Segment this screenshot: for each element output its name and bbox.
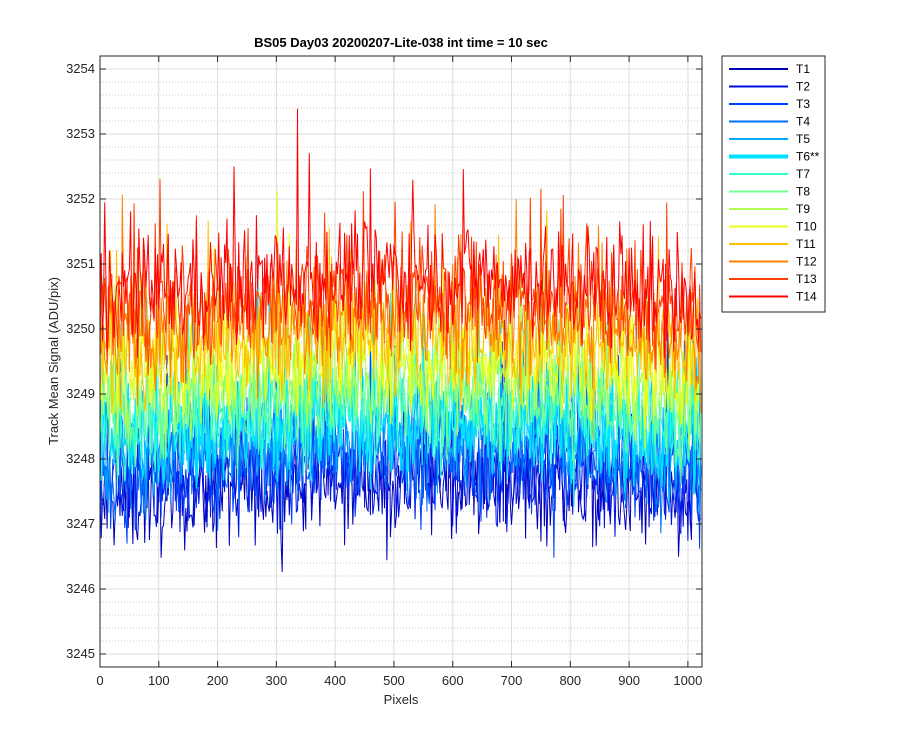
series-line-T6 (99, 257, 702, 495)
legend-label: T10 (796, 220, 817, 234)
x-tick-label: 800 (559, 673, 581, 688)
y-tick-label: 3249 (66, 386, 95, 401)
y-tick-label: 3254 (66, 61, 95, 76)
legend-label: T1 (796, 62, 810, 76)
series-layer (99, 108, 702, 573)
x-tick-label: 700 (501, 673, 523, 688)
chart-title: BS05 Day03 20200207-Lite-038 int time = … (254, 35, 548, 50)
legend-box (721, 55, 826, 313)
plot-frame (99, 55, 703, 668)
legend-label: T6** (796, 150, 820, 164)
series-line-T14 (99, 108, 702, 359)
legend-label: T7 (796, 167, 810, 181)
legend: T1 T2 T3 T4 T5 T6** T7 T8 T9 T10 T11 T12 T13 T14 (721, 55, 826, 313)
y-tick-label: 3245 (66, 646, 95, 661)
y-axis-label: Track Mean Signal (ADU/pix) (46, 277, 61, 445)
x-tick-label: 300 (266, 673, 288, 688)
legend-label: T4 (796, 115, 810, 129)
y-tick-label: 3251 (66, 256, 95, 271)
x-tick-label: 200 (207, 673, 229, 688)
legend-label: T14 (796, 290, 817, 304)
legend-label: T11 (796, 237, 816, 251)
y-tick-label: 3247 (66, 516, 95, 531)
y-tick-label: 3250 (66, 321, 95, 336)
legend-label: T9 (796, 202, 810, 216)
x-tick-label: 600 (442, 673, 464, 688)
x-tick-label: 900 (618, 673, 640, 688)
y-tick-label: 3252 (66, 191, 95, 206)
y-tick-label: 3246 (66, 581, 95, 596)
x-axis-label: Pixels (384, 692, 419, 707)
legend-label: T13 (796, 272, 817, 286)
legend-label: T8 (796, 185, 810, 199)
legend-label: T5 (796, 132, 810, 146)
legend-label: T2 (796, 80, 810, 94)
legend-label: T12 (796, 255, 817, 269)
x-tick-label: 0 (96, 673, 103, 688)
x-tick-label: 500 (383, 673, 405, 688)
y-tick-label: 3248 (66, 451, 95, 466)
x-tick-label: 1000 (673, 673, 702, 688)
ticks: 0 100 200 300 400 500 600 700 800 900 1000 3245 3246… (66, 56, 702, 688)
x-tick-label: 400 (324, 673, 346, 688)
y-tick-label: 3253 (66, 126, 95, 141)
series-line-T8 (99, 275, 702, 484)
legend-label: T3 (796, 97, 810, 111)
x-tick-label: 100 (148, 673, 170, 688)
